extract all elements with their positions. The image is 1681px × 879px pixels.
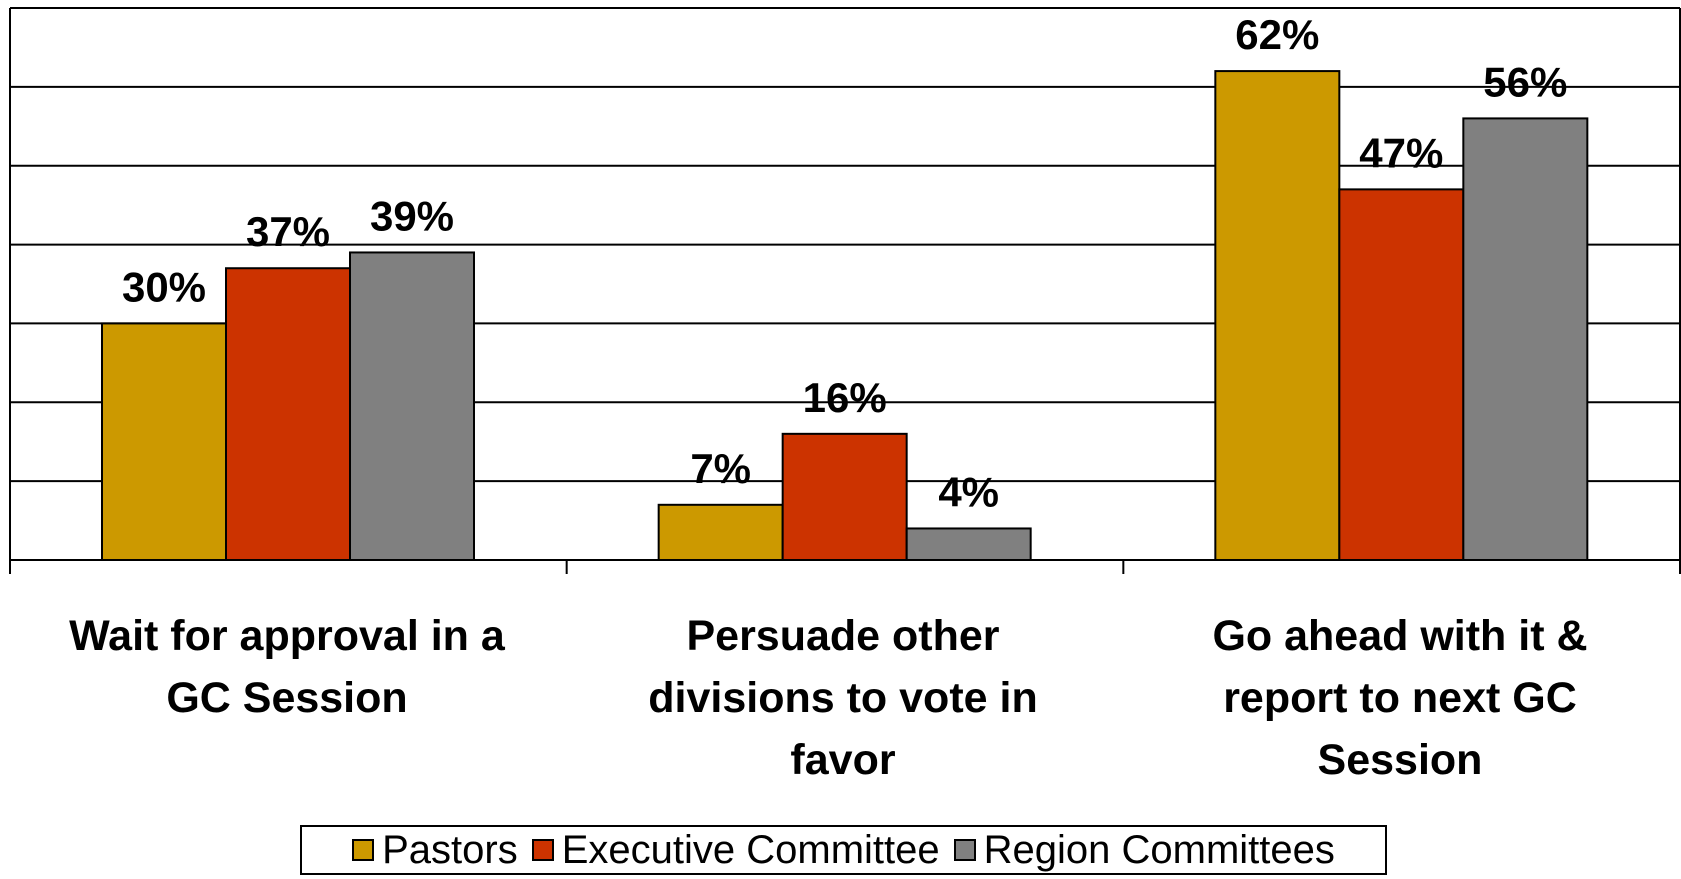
axes	[9, 7, 1681, 574]
bar	[1338, 188, 1465, 561]
bar-value-label: 56%	[1483, 58, 1567, 105]
bar-value-label: 47%	[1359, 129, 1443, 176]
bar-value-label: 62%	[1235, 11, 1319, 58]
legend-item-region-committees: Region Committees	[953, 827, 1335, 873]
category-label-1: Persuade other divisions to vote in favo…	[648, 612, 1038, 784]
bars	[101, 70, 1589, 562]
bar	[225, 267, 351, 561]
value-labels: 30% 37% 39% 7% 16% 4% 62% 47% 56%	[122, 11, 1567, 515]
legend: Pastors Executive Committee Region Commi…	[300, 825, 1387, 875]
bar-value-label: 16%	[803, 374, 887, 421]
legend-swatch-executive-committee	[531, 839, 554, 861]
category-label-2: Go ahead with it & report to next GC Ses…	[1212, 612, 1588, 784]
legend-label-executive-committee: Executive Committee	[561, 827, 940, 872]
legend-swatch-region-committees	[953, 839, 976, 861]
bar	[657, 503, 784, 561]
legend-label-region-committees: Region Committees	[983, 827, 1335, 872]
bar-value-label: 7%	[690, 445, 751, 492]
legend-swatch-pastors	[352, 839, 375, 861]
bar-value-label: 37%	[246, 208, 330, 255]
legend-item-executive-committee: Executive Committee	[531, 827, 940, 873]
bar	[1462, 117, 1589, 562]
category-label-0: Wait for approval in a GC Session	[69, 612, 505, 722]
bar	[1214, 70, 1341, 561]
legend-item-pastors: Pastors	[352, 828, 518, 873]
bar-value-label: 30%	[122, 263, 206, 310]
bar	[349, 251, 475, 561]
bar-value-label: 4%	[938, 468, 999, 515]
bar	[781, 432, 908, 562]
legend-label-pastors: Pastors	[382, 827, 518, 872]
bar	[905, 527, 1032, 562]
bar-value-label: 39%	[370, 192, 454, 239]
bar	[101, 322, 227, 561]
